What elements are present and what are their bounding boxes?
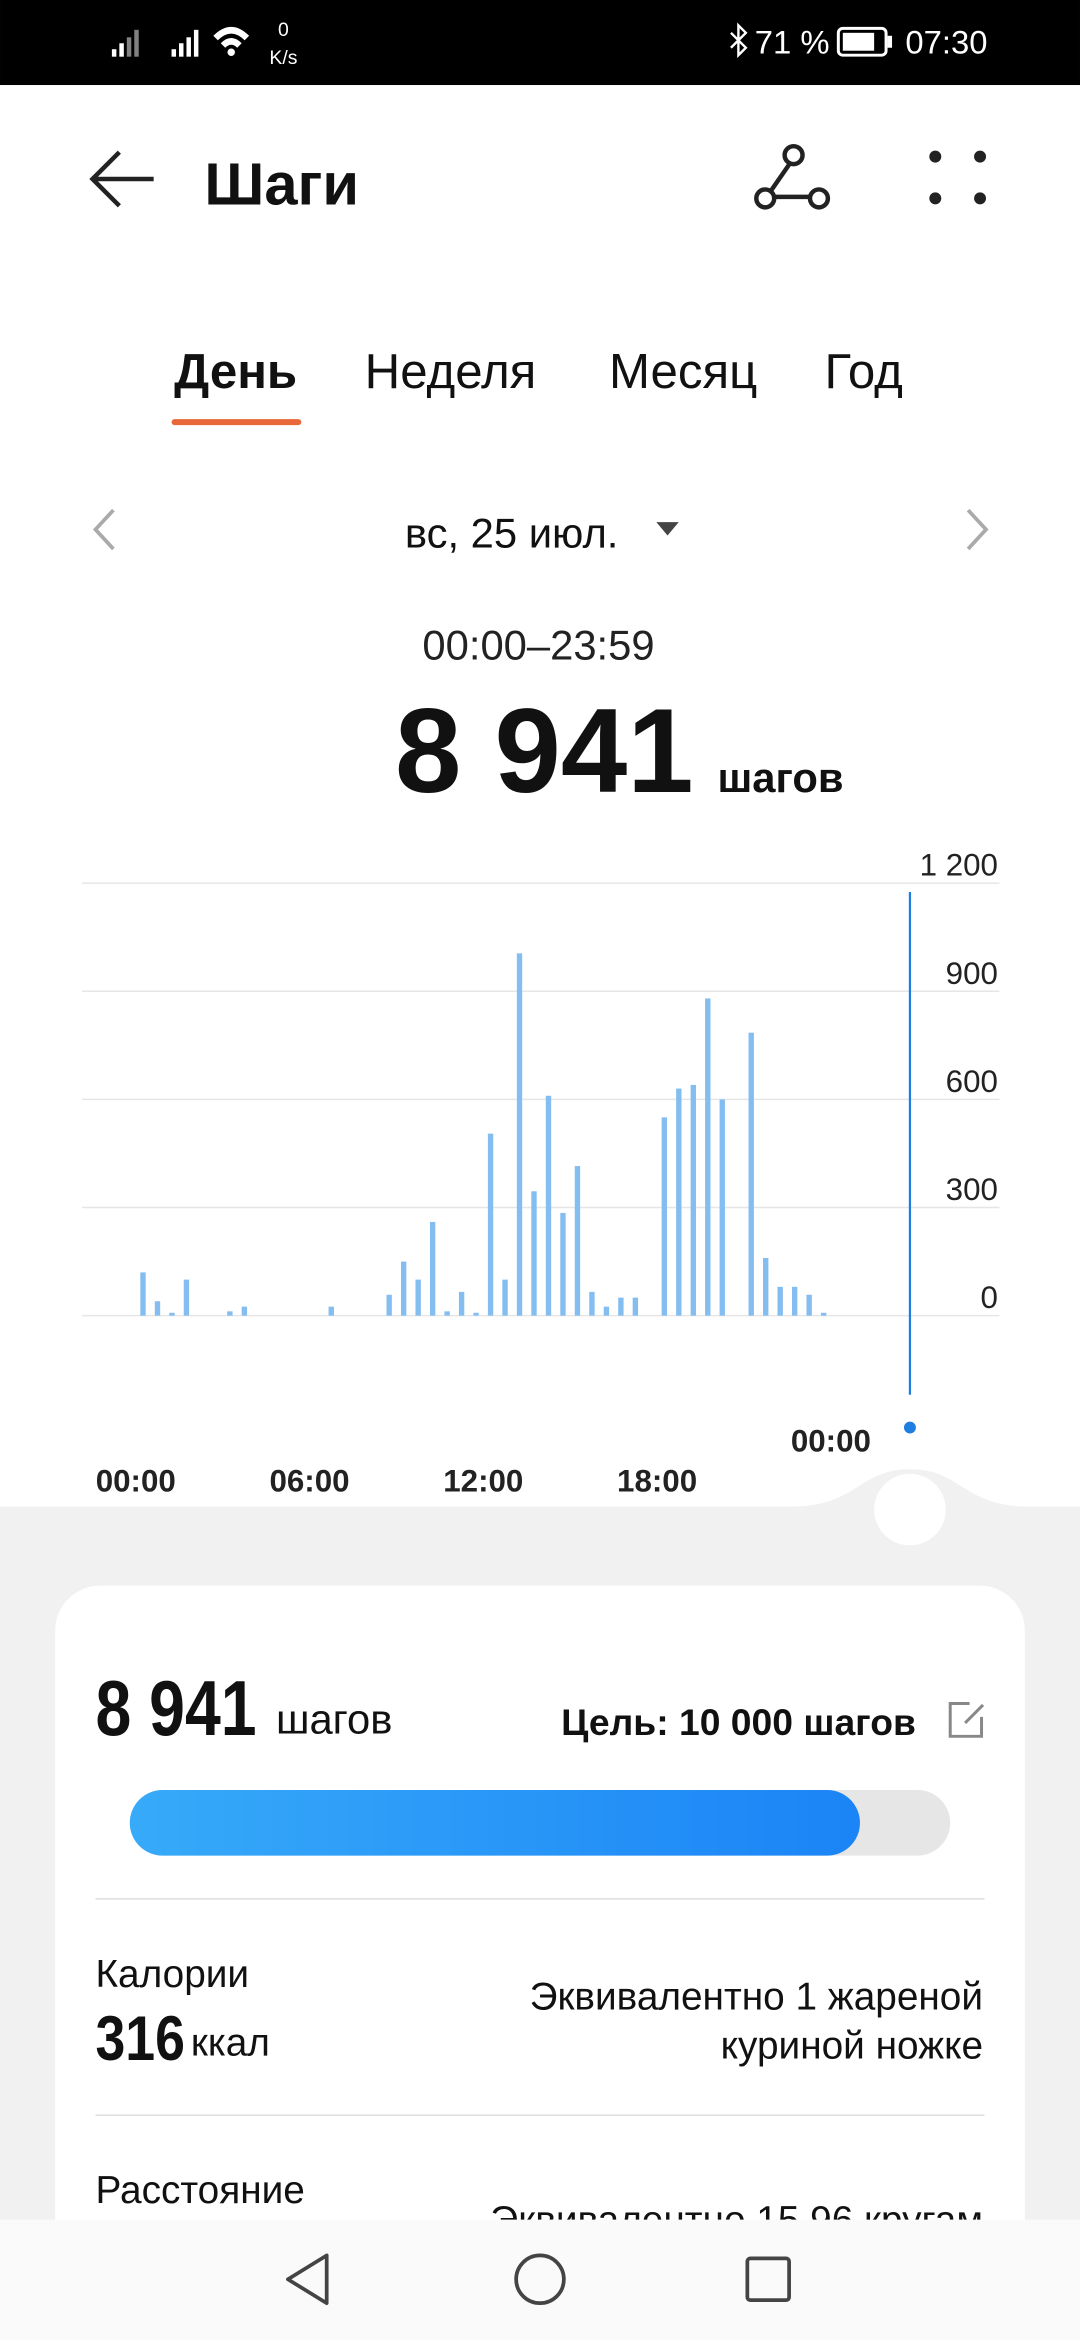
clock: 07:30 bbox=[905, 24, 987, 61]
steps-chart: 0 300 600 900 1 200 00:00 06:00 12:00 18:00 00:00 bbox=[82, 848, 1000, 1499]
x-tick-label: 06:00 bbox=[269, 1464, 349, 1499]
bar bbox=[415, 1279, 421, 1316]
bar bbox=[241, 1306, 248, 1316]
y-tick-label: 0 bbox=[981, 1280, 998, 1315]
nav-recent[interactable] bbox=[745, 2256, 791, 2303]
bar bbox=[386, 1294, 392, 1316]
calories-label: Калории bbox=[95, 1953, 249, 1996]
bar bbox=[429, 1221, 436, 1316]
bar bbox=[632, 1297, 639, 1316]
bar bbox=[748, 1032, 754, 1316]
bar bbox=[328, 1306, 334, 1316]
bar bbox=[400, 1261, 407, 1316]
edit-goal[interactable] bbox=[948, 1702, 985, 1738]
summary-card bbox=[55, 1585, 1025, 2340]
bar bbox=[690, 1084, 696, 1316]
speed-unit: K/s bbox=[269, 47, 297, 69]
bar bbox=[458, 1291, 465, 1316]
bar bbox=[705, 998, 711, 1316]
summary-unit: шагов bbox=[276, 1695, 392, 1742]
bar bbox=[719, 1099, 725, 1316]
bar bbox=[820, 1312, 827, 1316]
y-tick-label: 300 bbox=[946, 1172, 998, 1207]
bar bbox=[676, 1088, 682, 1316]
total-unit: шагов bbox=[718, 754, 844, 801]
bar bbox=[763, 1257, 769, 1316]
tab-month[interactable]: Месяц bbox=[609, 344, 757, 399]
bar bbox=[603, 1306, 610, 1316]
progress-fill bbox=[129, 1790, 860, 1856]
y-tick-label: 900 bbox=[946, 956, 998, 991]
tab-year[interactable]: Год bbox=[825, 344, 903, 399]
time-range: 00:00–23:59 bbox=[422, 621, 654, 668]
bluetooth-icon bbox=[730, 22, 748, 59]
tab-week[interactable]: Неделя bbox=[365, 344, 537, 399]
bar bbox=[545, 1095, 552, 1316]
signal-icons bbox=[111, 26, 250, 57]
bar bbox=[531, 1191, 537, 1316]
bar bbox=[661, 1117, 668, 1316]
bar bbox=[791, 1286, 798, 1316]
bar bbox=[560, 1212, 566, 1316]
total-steps: 8 941 bbox=[395, 685, 694, 818]
bar bbox=[516, 953, 523, 1316]
date-dropdown[interactable] bbox=[656, 522, 679, 536]
bar bbox=[227, 1311, 233, 1316]
calories-value: 316 bbox=[95, 2004, 185, 2074]
bar bbox=[473, 1312, 479, 1316]
date[interactable]: вс, 25 июл. bbox=[405, 509, 618, 556]
x-tick-label: 00:00 bbox=[96, 1464, 176, 1499]
battery-icon bbox=[836, 26, 893, 57]
bar bbox=[140, 1272, 146, 1316]
bar bbox=[806, 1294, 812, 1316]
x-tick-label: 18:00 bbox=[617, 1464, 697, 1499]
nav-back[interactable] bbox=[286, 2253, 329, 2306]
cursor-dot bbox=[903, 1421, 916, 1434]
battery-text: 71 % bbox=[755, 24, 830, 61]
goal: Цель: 10 000 шагов bbox=[561, 1701, 916, 1743]
calories-equivalent: куриной ножке bbox=[721, 2025, 983, 2068]
y-tick-label: 1 200 bbox=[920, 848, 998, 883]
bar bbox=[154, 1301, 161, 1316]
tab-day[interactable]: День bbox=[174, 344, 297, 399]
status-bar bbox=[0, 0, 1080, 86]
page-title: Шаги bbox=[204, 150, 359, 217]
share-button[interactable] bbox=[754, 143, 831, 210]
calories-equivalent: Эквивалентно 1 жареной bbox=[530, 1975, 983, 2018]
nav-home[interactable] bbox=[514, 2253, 566, 2306]
back-button[interactable] bbox=[89, 150, 154, 208]
bar bbox=[183, 1279, 190, 1316]
speed-value: 0 bbox=[278, 19, 289, 41]
cursor-handle[interactable] bbox=[874, 1473, 946, 1546]
y-tick-label: 600 bbox=[946, 1064, 998, 1099]
bar bbox=[589, 1291, 595, 1316]
tab-indicator bbox=[171, 419, 302, 426]
bar bbox=[444, 1311, 450, 1316]
bar bbox=[777, 1286, 783, 1316]
next-day[interactable] bbox=[966, 508, 989, 551]
bar bbox=[574, 1166, 581, 1316]
nav-bar bbox=[0, 2219, 1080, 2340]
summary-steps: 8 941 bbox=[95, 1666, 256, 1752]
bar bbox=[487, 1133, 494, 1316]
more-button[interactable] bbox=[929, 150, 987, 205]
calories-unit: ккал bbox=[191, 2022, 270, 2065]
prev-day[interactable] bbox=[92, 508, 115, 551]
distance-label: Расстояние bbox=[95, 2169, 304, 2212]
x-tick-label: 00:00 bbox=[791, 1423, 871, 1458]
bar bbox=[169, 1312, 175, 1316]
bar bbox=[618, 1297, 624, 1316]
x-tick-label: 12:00 bbox=[443, 1464, 523, 1499]
bar bbox=[502, 1279, 508, 1316]
